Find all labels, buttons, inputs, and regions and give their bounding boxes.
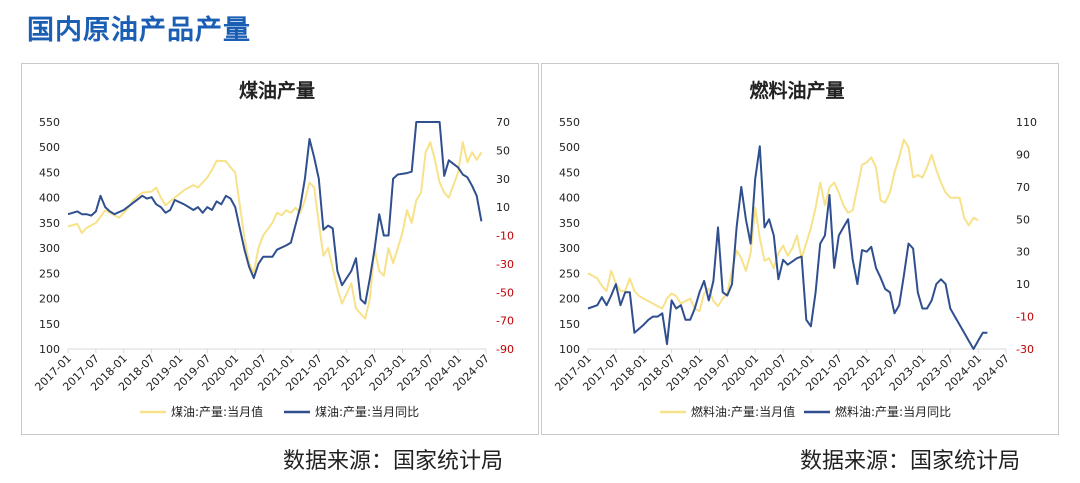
- fuel-oil-y2-tick-label: 90: [1016, 148, 1030, 161]
- fuel-oil-y-tick-label: 350: [559, 217, 580, 230]
- kerosene-y-tick-label: 250: [39, 267, 60, 280]
- kerosene-y2-tick-label: -90: [496, 343, 514, 356]
- kerosene-y-tick-label: 300: [39, 242, 60, 255]
- kerosene-y-tick-label: 550: [39, 116, 60, 129]
- fuel-oil-y2-tick-label: -10: [1016, 311, 1034, 324]
- fuel-oil-y2-tick-label: -30: [1016, 343, 1034, 356]
- kerosene-chart-panel: 煤油产量 550 500 450 400 350 300 250 200 150 100 70 50 30…: [21, 63, 539, 435]
- fuel-oil-y-tick-label: 100: [559, 343, 580, 356]
- fuel-oil-y-tick-label: 200: [559, 293, 580, 306]
- fuel-oil-y-tick-label: 150: [559, 318, 580, 331]
- kerosene-y2-tick-label: 50: [496, 144, 510, 157]
- kerosene-chart-title: 煤油产量: [239, 79, 315, 102]
- kerosene-series-line-value: [67, 141, 483, 320]
- fuel-oil-chart: 燃料油产量 550 500 450 400 350 300 250 200 150 100 110 90…: [552, 79, 1037, 419]
- kerosene-chart: 煤油产量 550 500 450 400 350 300 250 200 150 100 70 50 30…: [32, 79, 514, 419]
- fuel-oil-y-tick-label: 400: [559, 192, 580, 205]
- fuel-oil-y2-tick-label: 10: [1016, 278, 1030, 291]
- page-title: 国内原油产品产量: [27, 15, 251, 46]
- kerosene-y-tick-label: 200: [39, 293, 60, 306]
- kerosene-y-tick-label: 350: [39, 217, 60, 230]
- kerosene-y2-tick-label: 30: [496, 173, 510, 186]
- source-note-right: 数据来源：国家统计局: [800, 449, 1021, 474]
- kerosene-y-tick-label: 100: [39, 343, 60, 356]
- kerosene-y2-tick-label: -70: [496, 315, 514, 328]
- fuel-oil-y-tick-label: 450: [559, 166, 580, 179]
- kerosene-y2-tick-label: -10: [496, 230, 514, 243]
- fuel-oil-legend-label-yoy: 燃料油:产量:当月同比: [835, 404, 951, 419]
- kerosene-y-tick-label: 500: [39, 141, 60, 154]
- kerosene-y-tick-label: 400: [39, 192, 60, 205]
- kerosene-y-tick-label: 450: [39, 166, 60, 179]
- fuel-oil-y-tick-label: 250: [559, 267, 580, 280]
- fuel-oil-series-line-value: [587, 138, 979, 313]
- source-note-left: 数据来源：国家统计局: [283, 449, 504, 474]
- fuel-oil-y-tick-label: 550: [559, 116, 580, 129]
- kerosene-y2-tick-label: -30: [496, 258, 514, 271]
- fuel-oil-chart-title: 燃料油产量: [749, 79, 844, 102]
- kerosene-y2-tick-label: 10: [496, 201, 510, 214]
- fuel-oil-y2-tick-label: 30: [1016, 246, 1030, 259]
- fuel-oil-legend-label-value: 燃料油:产量:当月值: [691, 404, 795, 419]
- fuel-oil-y2-tick-label: 110: [1016, 116, 1037, 129]
- fuel-oil-y2-tick-label: 50: [1016, 213, 1030, 226]
- fuel-oil-y-tick-label: 500: [559, 141, 580, 154]
- fuel-oil-y-tick-label: 300: [559, 242, 580, 255]
- fuel-oil-series-line-yoy: [587, 145, 988, 350]
- kerosene-series-line-yoy: [67, 121, 483, 305]
- kerosene-legend-label-value: 煤油:产量:当月值: [171, 404, 263, 419]
- fuel-oil-chart-panel: 燃料油产量 550 500 450 400 350 300 250 200 150 100 110 90…: [541, 63, 1059, 435]
- kerosene-y2-tick-label: -50: [496, 286, 514, 299]
- kerosene-legend-label-yoy: 煤油:产量:当月同比: [315, 405, 419, 419]
- kerosene-y2-tick-label: 70: [496, 116, 510, 129]
- kerosene-y-tick-label: 150: [39, 318, 60, 331]
- fuel-oil-y2-tick-label: 70: [1016, 181, 1030, 194]
